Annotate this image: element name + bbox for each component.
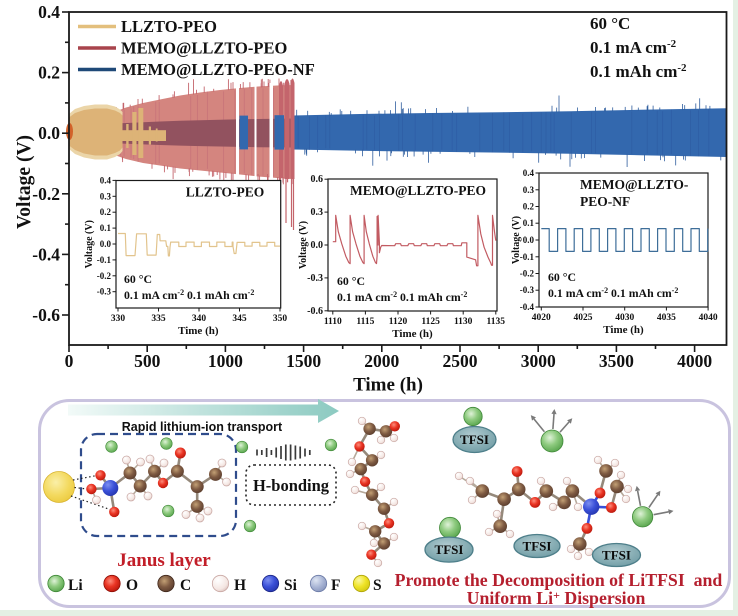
svg-text:S: S: [373, 577, 382, 594]
svg-text:1110: 1110: [324, 317, 342, 327]
svg-text:1120: 1120: [389, 317, 408, 327]
svg-text:4000: 4000: [677, 351, 712, 371]
svg-text:0.2: 0.2: [100, 207, 112, 217]
svg-text:0.3: 0.3: [523, 185, 535, 195]
svg-text:Time (h): Time (h): [392, 328, 433, 340]
svg-text:H: H: [234, 577, 246, 594]
svg-text:-0.4: -0.4: [32, 244, 60, 264]
svg-text:4035: 4035: [657, 313, 676, 323]
svg-text:60 °C: 60 °C: [124, 272, 152, 286]
svg-text:TFSI: TFSI: [460, 432, 489, 447]
svg-text:4030: 4030: [615, 313, 634, 323]
svg-text:-0.1: -0.1: [97, 255, 112, 265]
svg-text:60 °C: 60 °C: [337, 274, 365, 288]
svg-text:1115: 1115: [356, 317, 374, 327]
svg-text:3000: 3000: [521, 351, 556, 371]
svg-text:345: 345: [232, 314, 247, 324]
svg-text:1000: 1000: [208, 351, 243, 371]
svg-text:-0.2: -0.2: [520, 269, 535, 279]
svg-text:Si: Si: [284, 577, 298, 594]
svg-text:2500: 2500: [443, 351, 478, 371]
svg-text:2000: 2000: [364, 351, 399, 371]
svg-text:H-bonding: H-bonding: [253, 476, 330, 495]
svg-text:60 °C: 60 °C: [548, 270, 576, 284]
svg-text:LLZTO-PEO: LLZTO-PEO: [121, 17, 217, 36]
svg-text:1125: 1125: [421, 317, 440, 327]
svg-text:Uniform Li+ Dispersion: Uniform Li+ Dispersion: [467, 588, 646, 608]
svg-text:PEO-NF: PEO-NF: [580, 194, 630, 209]
svg-text:Time (h): Time (h): [603, 324, 644, 336]
svg-text:0.4: 0.4: [38, 2, 60, 22]
svg-text:0.2: 0.2: [38, 63, 60, 83]
svg-text:MEMO@LLZTO-: MEMO@LLZTO-: [580, 177, 688, 192]
svg-text:Time (h): Time (h): [353, 375, 423, 396]
svg-text:0.3: 0.3: [100, 191, 112, 201]
svg-text:4020: 4020: [532, 313, 551, 323]
svg-text:Voltage (V): Voltage (V): [84, 220, 95, 268]
svg-text:Voltage (V): Voltage (V): [14, 135, 35, 229]
svg-text:MEMO@LLZTO-PEO: MEMO@LLZTO-PEO: [350, 183, 486, 198]
svg-text:0.1 mA cm-2 0.1 mAh cm-2: 0.1 mA cm-2 0.1 mAh cm-2: [337, 290, 467, 304]
svg-text:0.1 mA cm-2 0.1 mAh cm-2: 0.1 mA cm-2 0.1 mAh cm-2: [124, 288, 254, 302]
svg-text:0.0: 0.0: [100, 239, 112, 249]
svg-text:Janus layer: Janus layer: [117, 550, 211, 571]
svg-text:0.4: 0.4: [523, 168, 535, 178]
svg-text:Li: Li: [68, 577, 83, 594]
svg-text:0.1: 0.1: [100, 223, 112, 233]
svg-text:Promote the Decomposition of L: Promote the Decomposition of LiTFSI and: [395, 570, 723, 590]
svg-text:MEMO@LLZTO-PEO-NF: MEMO@LLZTO-PEO-NF: [121, 60, 315, 79]
svg-text:0.1: 0.1: [523, 218, 535, 228]
svg-text:-0.4: -0.4: [520, 302, 535, 312]
svg-text:500: 500: [134, 351, 161, 371]
svg-text:60 °C: 60 °C: [590, 14, 630, 33]
svg-text:0.6: 0.6: [311, 174, 324, 185]
svg-text:0: 0: [65, 351, 74, 371]
svg-text:Voltage (V): Voltage (V): [511, 216, 522, 264]
svg-text:330: 330: [111, 314, 126, 324]
svg-text:C: C: [180, 577, 191, 594]
svg-text:350: 350: [273, 314, 288, 324]
svg-text:MEMO@LLZTO-PEO: MEMO@LLZTO-PEO: [121, 39, 287, 58]
svg-text:335: 335: [151, 314, 166, 324]
svg-text:0.0: 0.0: [38, 123, 60, 143]
svg-text:0.0: 0.0: [311, 240, 324, 251]
svg-text:-0.1: -0.1: [520, 252, 535, 262]
svg-text:0.4: 0.4: [100, 175, 112, 185]
svg-text:-0.3: -0.3: [520, 285, 535, 295]
svg-text:4025: 4025: [574, 313, 593, 323]
svg-text:340: 340: [192, 314, 207, 324]
svg-text:0.1 mAh cm-2: 0.1 mAh cm-2: [590, 62, 687, 81]
svg-text:-0.3: -0.3: [307, 273, 323, 284]
svg-text:-0.3: -0.3: [97, 287, 112, 297]
svg-text:3500: 3500: [599, 351, 634, 371]
svg-text:0.3: 0.3: [311, 207, 324, 218]
svg-text:Rapid lithium-ion transport: Rapid lithium-ion transport: [122, 420, 283, 434]
svg-text:LLZTO-PEO: LLZTO-PEO: [186, 185, 265, 200]
svg-text:TFSI: TFSI: [602, 548, 631, 563]
svg-text:1130: 1130: [454, 317, 473, 327]
svg-text:0.2: 0.2: [523, 202, 535, 212]
svg-text:-0.2: -0.2: [97, 271, 112, 281]
svg-text:TFSI: TFSI: [435, 542, 464, 557]
svg-text:-0.2: -0.2: [32, 184, 60, 204]
svg-text:1500: 1500: [286, 351, 321, 371]
svg-text:0.0: 0.0: [523, 235, 535, 245]
svg-text:F: F: [331, 577, 340, 594]
svg-text:0.1 mA cm-2: 0.1 mA cm-2: [590, 38, 677, 57]
svg-text:O: O: [126, 577, 138, 594]
svg-text:Time (h): Time (h): [178, 325, 219, 337]
svg-text:-0.6: -0.6: [307, 306, 323, 317]
svg-text:1135: 1135: [487, 317, 506, 327]
svg-text:4040: 4040: [699, 313, 718, 323]
svg-text:-0.6: -0.6: [32, 305, 60, 325]
svg-text:Voltage (V): Voltage (V): [298, 221, 309, 269]
svg-text:0.1 mA cm-2 0.1 mAh cm-2: 0.1 mA cm-2 0.1 mAh cm-2: [548, 286, 678, 300]
svg-text:TFSI: TFSI: [523, 539, 552, 554]
